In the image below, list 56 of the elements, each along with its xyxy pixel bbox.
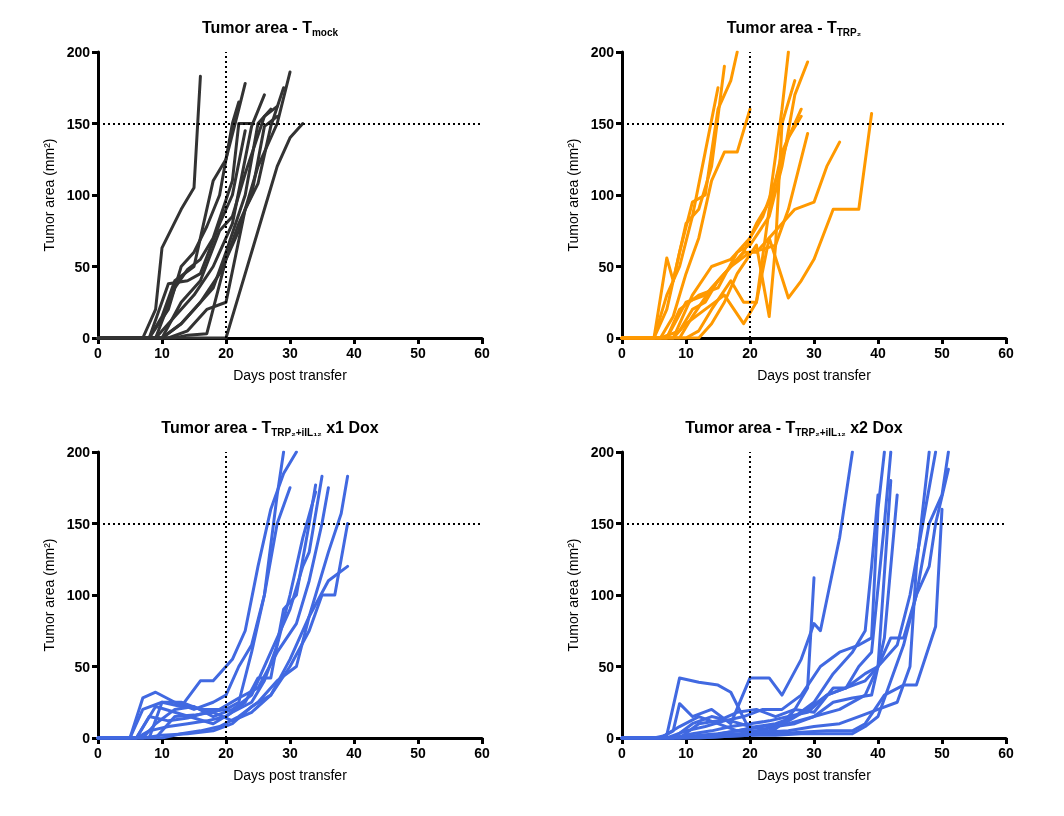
y-tick-label: 150 [590,115,615,132]
x-tick-label: 60 [998,745,1014,761]
y-tick-label: 50 [598,258,615,275]
x-tick-label: 50 [410,745,426,761]
y-axis-title: Tumor area (mm²) [40,138,57,252]
x-tick-label: 30 [806,745,822,761]
y-tick-label: 50 [74,658,91,675]
y-axis-title: Tumor area (mm²) [564,538,581,652]
y-tick-label: 100 [66,187,91,203]
y-tick-label: 0 [82,730,91,746]
x-tick-label: 20 [742,745,758,761]
x-tick-label: 20 [218,345,234,361]
y-tick-label: 0 [82,330,91,346]
y-tick-label: 0 [606,330,615,346]
y-axis-title: Tumor area (mm²) [564,138,581,252]
x-tick-label: 30 [282,345,298,361]
y-tick-label: 50 [74,258,91,275]
x-tick-label: 40 [346,745,362,761]
x-tick-label: 40 [870,745,886,761]
y-tick-label: 50 [598,658,615,675]
x-tick-label: 40 [870,345,886,361]
x-tick-label: 60 [474,745,490,761]
y-tick-label: 100 [66,587,91,603]
x-tick-label: 20 [218,745,234,761]
y-tick-label: 0 [606,730,615,746]
x-tick-label: 60 [998,345,1014,361]
x-tick-label: 30 [282,745,298,761]
y-tick-label: 100 [590,187,615,203]
y-tick-label: 150 [66,115,91,132]
y-tick-label: 150 [590,515,615,532]
x-axis-title: Days post transfer [233,367,348,383]
x-tick-label: 10 [154,745,170,761]
y-tick-label: 150 [66,515,91,532]
x-tick-label: 10 [678,745,694,761]
x-tick-label: 10 [154,345,170,361]
x-axis-title: Days post transfer [233,767,348,783]
y-tick-label: 200 [590,444,615,460]
x-axis-title: Days post transfer [757,767,872,783]
x-tick-label: 30 [806,345,822,361]
y-tick-label: 200 [66,44,91,60]
y-tick-label: 200 [590,44,615,60]
x-tick-label: 0 [618,745,627,761]
y-tick-label: 200 [66,444,91,460]
x-tick-label: 60 [474,345,490,361]
y-axis-title: Tumor area (mm²) [40,538,57,652]
x-tick-label: 0 [94,745,103,761]
y-tick-label: 100 [590,587,615,603]
x-axis-title: Days post transfer [757,367,872,383]
x-tick-label: 0 [94,345,103,361]
x-tick-label: 0 [618,345,627,361]
x-tick-label: 40 [346,345,362,361]
x-tick-label: 50 [410,345,426,361]
x-tick-label: 10 [678,345,694,361]
x-tick-label: 50 [934,345,950,361]
x-tick-label: 50 [934,745,950,761]
x-tick-label: 20 [742,345,758,361]
